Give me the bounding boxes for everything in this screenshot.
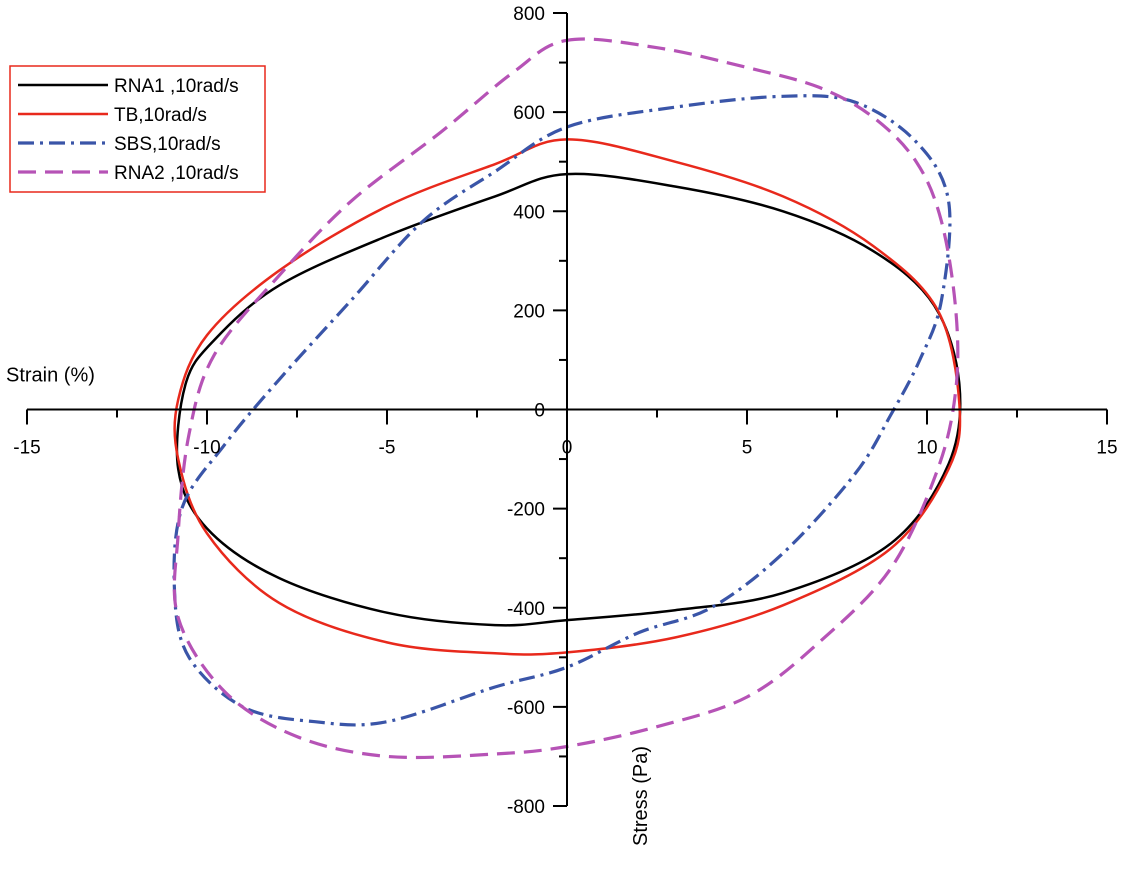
- legend-label-3: RNA2 ,10rad/s: [114, 163, 239, 184]
- legend-label-2: SBS,10rad/s: [114, 134, 221, 155]
- series-curve-0: [175, 172, 962, 627]
- series-curve-2: [172, 94, 952, 727]
- x-tick-label: -15: [13, 438, 40, 459]
- y-axis-title: Stress (Pa): [630, 746, 652, 846]
- x-tick-label: 10: [916, 438, 937, 459]
- y-tick-label: -200: [507, 500, 545, 521]
- series-curve-3: [172, 37, 960, 760]
- x-tick-label: 15: [1096, 438, 1117, 459]
- y-tick-label: -600: [507, 698, 545, 719]
- y-tick-label: -800: [507, 797, 545, 818]
- curves-layer: [172, 37, 962, 760]
- x-tick-label: -10: [193, 438, 220, 459]
- legend: RNA1 ,10rad/s TB,10rad/s SBS,10rad/s RNA2 ,…: [9, 65, 266, 193]
- x-axis-title: Strain (%): [6, 365, 95, 387]
- x-tick-label: 5: [742, 438, 753, 459]
- y-tick-label: 200: [513, 301, 545, 322]
- y-tick-label: 400: [513, 202, 545, 223]
- x-tick-label: 0: [562, 438, 573, 459]
- x-tick-label: -5: [379, 438, 396, 459]
- y-tick-label: 0: [534, 401, 545, 422]
- y-tick-label: 800: [513, 4, 545, 25]
- legend-label-0: RNA1 ,10rad/s: [114, 76, 239, 97]
- series-curve-1: [173, 138, 962, 656]
- legend-label-1: TB,10rad/s: [114, 105, 207, 126]
- y-tick-label: -400: [507, 599, 545, 620]
- axes-layer: -15 -10 -5 0 5 10 15 -800 -600 -400 -200 0 200 400 600…: [6, 4, 1118, 846]
- y-tick-label: 600: [513, 103, 545, 124]
